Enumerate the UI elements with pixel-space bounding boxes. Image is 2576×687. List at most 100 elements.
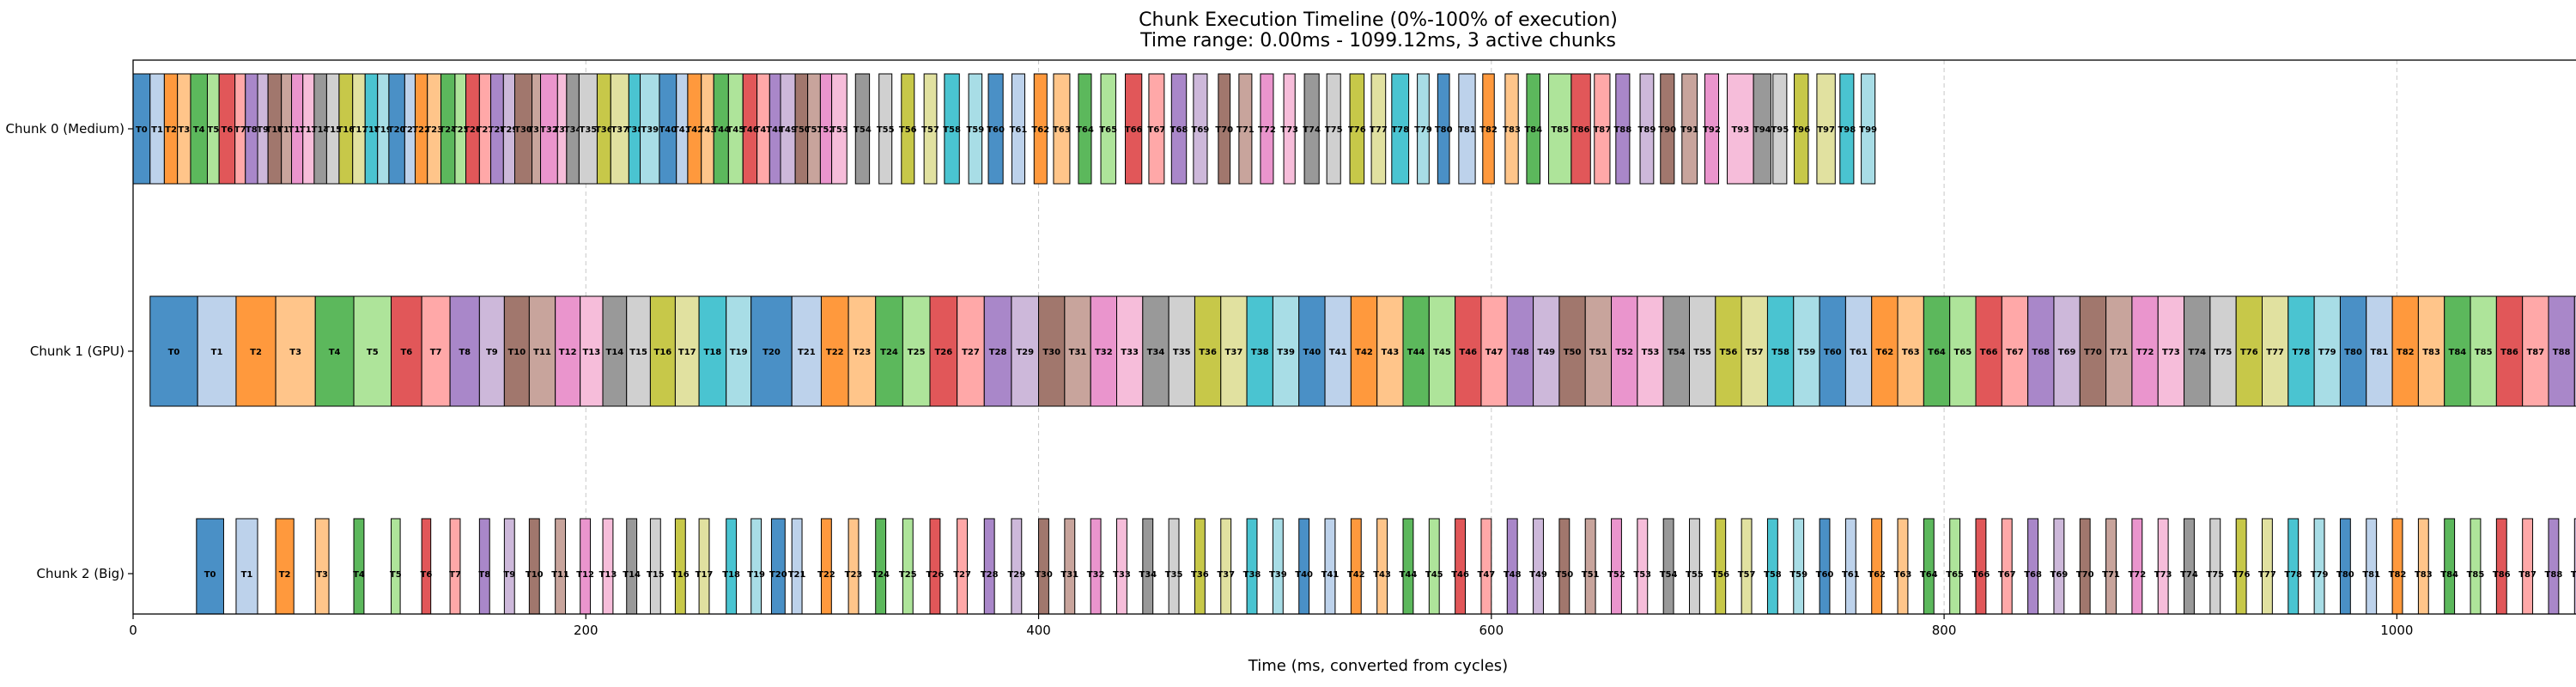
- task-bar: [1766, 518, 1778, 614]
- task-label: T36: [595, 125, 613, 135]
- task-label: T32: [540, 125, 558, 135]
- task-label: T6: [400, 348, 412, 357]
- task-label: T73: [2162, 348, 2180, 357]
- task-label: T78: [2293, 348, 2311, 357]
- task-label: T58: [943, 125, 961, 135]
- task-bar: [1844, 295, 1873, 407]
- task-label: T19: [747, 570, 765, 580]
- task-bar: [1637, 295, 1664, 407]
- task-bar: [555, 518, 567, 614]
- task-bar: [1615, 73, 1631, 185]
- task-label: T49: [1537, 348, 1555, 357]
- task-bar: [1584, 518, 1596, 614]
- task-bar: [2444, 518, 2456, 614]
- task-label: T77: [1370, 125, 1388, 135]
- task-bar: [1949, 295, 1977, 407]
- task-label: T55: [877, 125, 895, 135]
- task-label: T74: [2188, 348, 2206, 357]
- task-bar: [2548, 518, 2560, 614]
- task-bar: [1298, 518, 1310, 614]
- task-label: T24: [439, 125, 457, 135]
- task-label: T69: [2058, 348, 2076, 357]
- task-label: T30: [1035, 570, 1053, 580]
- task-label: T87: [1593, 125, 1611, 135]
- task-label: T84: [2449, 348, 2467, 357]
- task-label: T76: [2240, 348, 2258, 357]
- task-bar: [391, 295, 422, 407]
- task-label: T17: [678, 348, 696, 357]
- task-bar: [2470, 295, 2497, 407]
- task-label: T44: [712, 125, 730, 135]
- task-label: T88: [2545, 570, 2563, 580]
- task-label: T7: [234, 125, 246, 135]
- task-label: T3: [178, 125, 190, 135]
- task-label: T4: [329, 348, 341, 357]
- task-label: T33: [553, 125, 571, 135]
- task-bar: [875, 295, 903, 407]
- task-label: T72: [1258, 125, 1276, 135]
- task-label: T69: [1192, 125, 1210, 135]
- task-bar: [353, 295, 392, 407]
- task-label: T41: [1329, 348, 1347, 357]
- task-label: T18: [704, 348, 722, 357]
- task-label: T74: [1303, 125, 1321, 135]
- task-label: T66: [1125, 125, 1143, 135]
- task-bar: [1218, 73, 1231, 185]
- task-bar: [1402, 518, 1414, 614]
- task-bar: [929, 295, 958, 407]
- task-bar: [353, 518, 365, 614]
- task-bar: [1053, 73, 1071, 185]
- task-bar: [2105, 518, 2117, 614]
- task-label: T76: [1348, 125, 1366, 135]
- task-bar: [580, 518, 592, 614]
- task-bar: [1272, 518, 1284, 614]
- task-bar: [1455, 518, 1466, 614]
- task-bar: [1303, 73, 1320, 185]
- task-label: T65: [1099, 125, 1117, 135]
- task-label: T31: [527, 125, 545, 135]
- chart-subtitle: Time range: 0.00ms - 1099.12ms, 3 active…: [1139, 30, 1616, 52]
- y-tick-label: Chunk 1 (GPU): [30, 344, 125, 359]
- x-tick-label: 400: [1026, 623, 1051, 638]
- task-bar: [1220, 518, 1232, 614]
- task-label: T19: [730, 348, 748, 357]
- task-label: T85: [1551, 125, 1569, 135]
- task-label: T20: [388, 125, 406, 135]
- task-bar: [649, 295, 676, 407]
- task-label: T87: [2518, 570, 2537, 580]
- task-label: T6: [421, 570, 433, 580]
- task-label: T81: [1458, 125, 1476, 135]
- task-label: T15: [647, 570, 665, 580]
- task-label: T54: [1668, 348, 1686, 357]
- task-bar: [275, 295, 316, 407]
- task-bar: [1871, 295, 1899, 407]
- task-bar: [987, 73, 1004, 185]
- task-bars: T0 T1 T2 T3 T4 T5 T6 T7 T8 T9T10T11T12T13T14T15T1…: [133, 73, 2576, 614]
- task-bar: [1193, 73, 1208, 185]
- task-label: T25: [908, 348, 926, 357]
- task-label: T84: [2440, 570, 2458, 580]
- task-bar: [2573, 295, 2576, 407]
- task-bar: [2522, 518, 2534, 614]
- task-label: T46: [1459, 348, 1477, 357]
- task-label: T65: [1953, 348, 1971, 357]
- task-label: T13: [599, 570, 617, 580]
- task-label: T76: [2233, 570, 2251, 580]
- task-bar: [1011, 295, 1040, 407]
- task-label: T71: [1236, 125, 1255, 135]
- task-bar: [1350, 295, 1378, 407]
- task-label: T2: [279, 570, 291, 580]
- task-bar: [2495, 518, 2507, 614]
- task-bar: [1376, 295, 1404, 407]
- task-bar: [831, 73, 848, 185]
- task-label: T55: [1693, 348, 1711, 357]
- task-label: T68: [2024, 570, 2042, 580]
- task-label: T44: [1407, 348, 1425, 357]
- task-bar: [2366, 295, 2393, 407]
- task-label: T8: [459, 348, 471, 357]
- task-label: T21: [401, 125, 419, 135]
- task-bar: [602, 518, 614, 614]
- task-bar: [1064, 518, 1076, 614]
- task-bar: [791, 295, 822, 407]
- task-bar: [854, 73, 871, 185]
